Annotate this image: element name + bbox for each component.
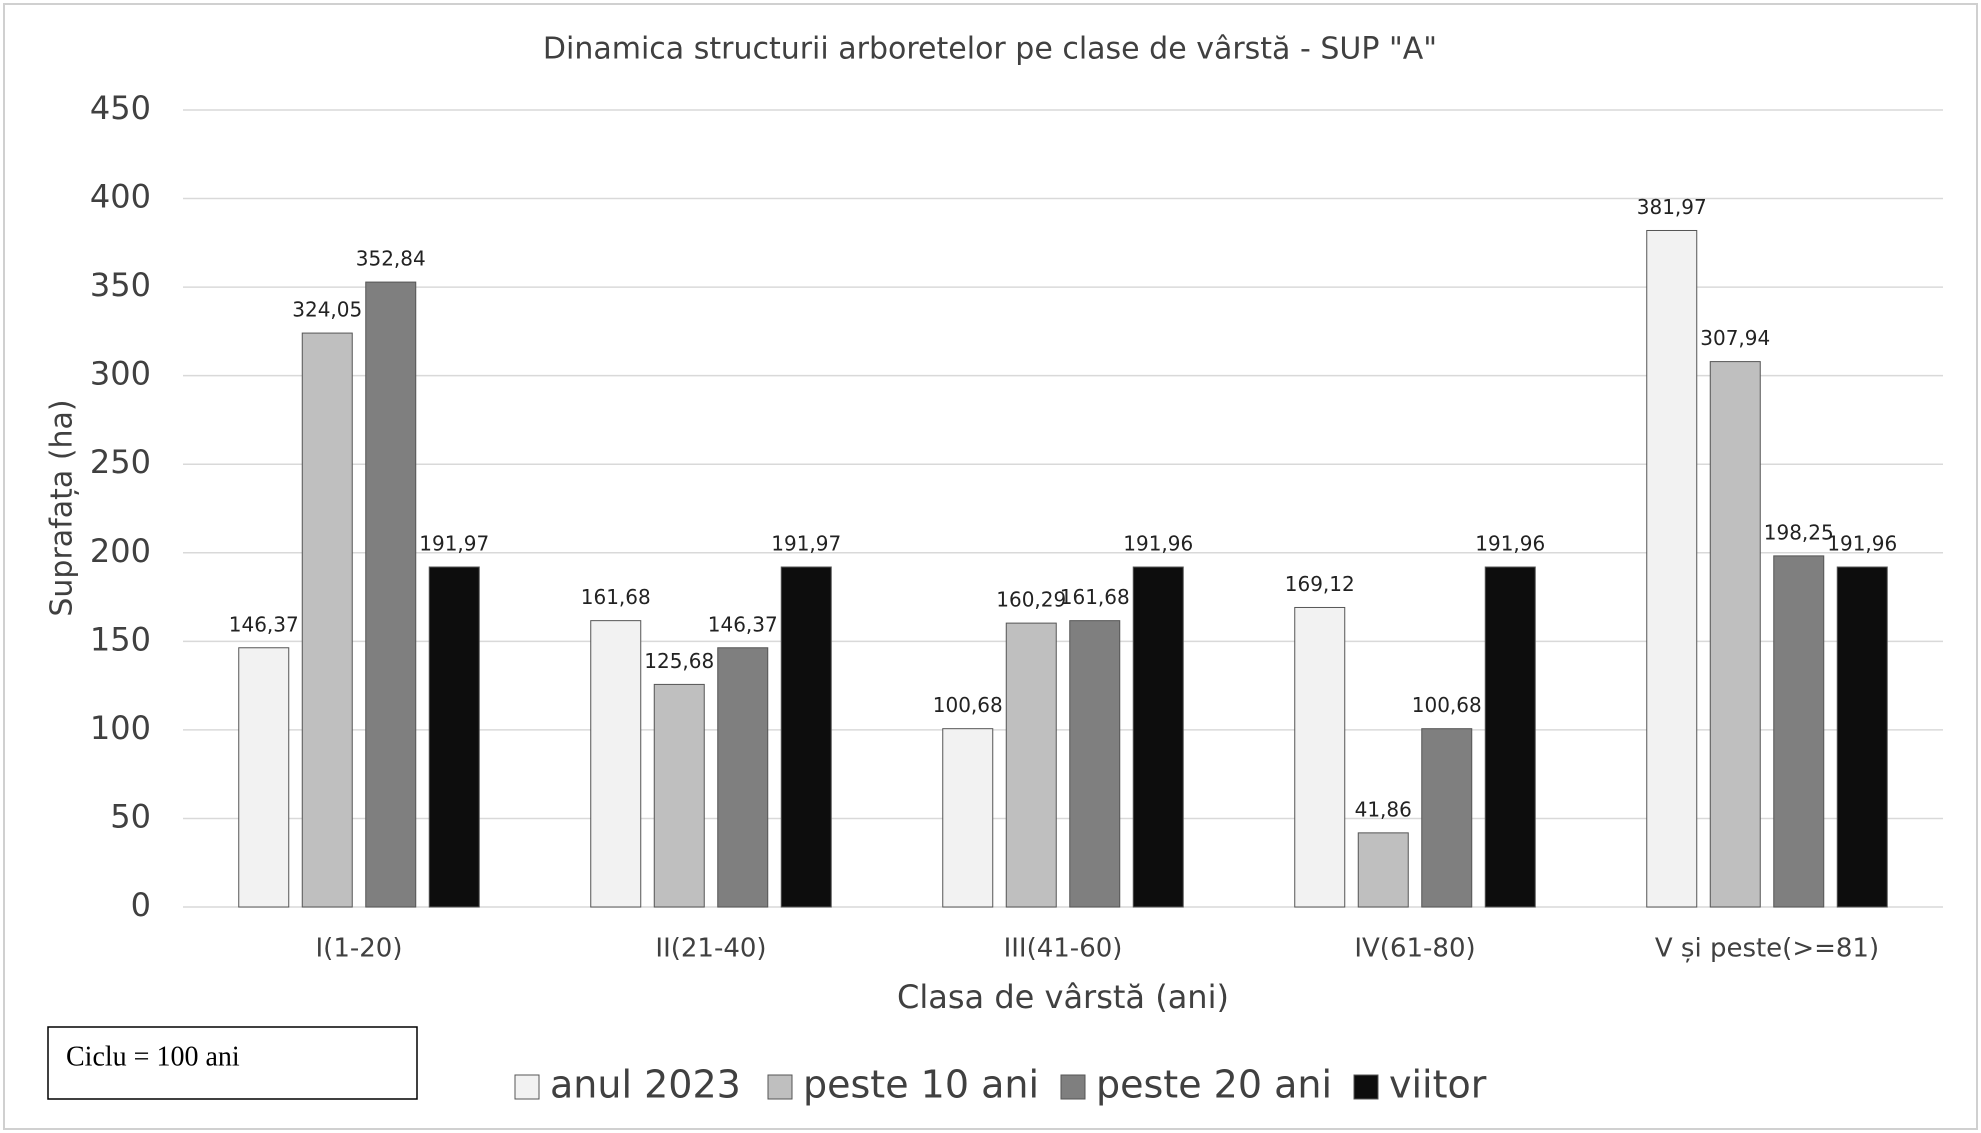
x-tick-label: I(1-20) [316, 934, 403, 964]
x-tick-label: III(41-60) [1004, 934, 1123, 964]
data-label: 41,86 [1355, 797, 1412, 821]
data-label: 191,97 [771, 531, 841, 555]
data-label: 100,68 [1412, 693, 1482, 717]
data-label: 161,68 [1060, 585, 1130, 609]
data-label: 169,12 [1285, 572, 1355, 596]
annotation: Ciclu = 100 ani [66, 1041, 240, 1072]
y-tick-label: 300 [90, 355, 151, 393]
bar [365, 281, 417, 908]
legend-swatch [1060, 1074, 1086, 1100]
chart-title: Dinamica structurii arboretelor pe clase… [543, 32, 1437, 67]
bar [590, 620, 642, 908]
legend-swatch [767, 1074, 793, 1100]
y-tick-label: 200 [90, 532, 151, 570]
y-tick-label: 100 [90, 709, 151, 747]
legend-label: peste 20 ani [1096, 1063, 1332, 1107]
y-tick-label: 350 [90, 266, 151, 304]
annotation-box [47, 1026, 418, 1100]
y-tick-label: 50 [110, 797, 151, 835]
x-tick-label: IV(61-80) [1354, 934, 1475, 964]
bar [1773, 555, 1825, 908]
bar [1484, 566, 1536, 908]
data-label: 191,97 [419, 531, 489, 555]
bar [1005, 622, 1057, 908]
legend-label: anul 2023 [550, 1063, 741, 1107]
bar [1357, 832, 1409, 908]
bar [1709, 361, 1761, 908]
bar [1421, 728, 1473, 908]
bar [238, 647, 290, 908]
bar [717, 647, 769, 908]
y-tick-label: 0 [131, 886, 151, 924]
data-label: 191,96 [1827, 532, 1897, 556]
x-tick-label: II(21-40) [655, 934, 766, 964]
data-label: 160,29 [996, 588, 1066, 612]
data-label: 191,96 [1123, 532, 1193, 556]
y-tick-label: 150 [90, 620, 151, 658]
x-axis-title: Clasa de vârstă (ani) [897, 978, 1229, 1016]
data-label: 352,84 [356, 247, 426, 271]
data-label: 100,68 [933, 693, 1003, 717]
y-tick-label: 400 [90, 178, 151, 216]
y-tick-label: 250 [90, 443, 151, 481]
bar [301, 332, 353, 908]
bar [1132, 566, 1184, 908]
bar [942, 728, 994, 908]
data-label: 161,68 [581, 585, 651, 609]
bar [428, 566, 480, 908]
legend-swatch [514, 1074, 540, 1100]
legend-swatch [1353, 1074, 1379, 1100]
legend-label: viitor [1389, 1063, 1487, 1107]
data-label: 125,68 [644, 649, 714, 673]
bar [1836, 566, 1888, 908]
bar [780, 566, 832, 908]
x-tick-label: V și peste(>=81) [1655, 934, 1879, 964]
data-label: 198,25 [1764, 520, 1834, 544]
data-label: 381,97 [1637, 195, 1707, 219]
legend-label: peste 10 ani [803, 1063, 1039, 1107]
bar [1294, 606, 1346, 908]
bar [1646, 229, 1698, 908]
data-label: 146,37 [229, 612, 299, 636]
data-label: 146,37 [708, 612, 778, 636]
y-axis-title: Suprafața (ha) [45, 399, 80, 616]
bar [653, 683, 705, 908]
data-label: 324,05 [292, 298, 362, 322]
data-label: 191,96 [1475, 532, 1545, 556]
y-tick-label: 450 [90, 89, 151, 127]
data-label: 307,94 [1700, 326, 1770, 350]
bar [1069, 620, 1121, 908]
